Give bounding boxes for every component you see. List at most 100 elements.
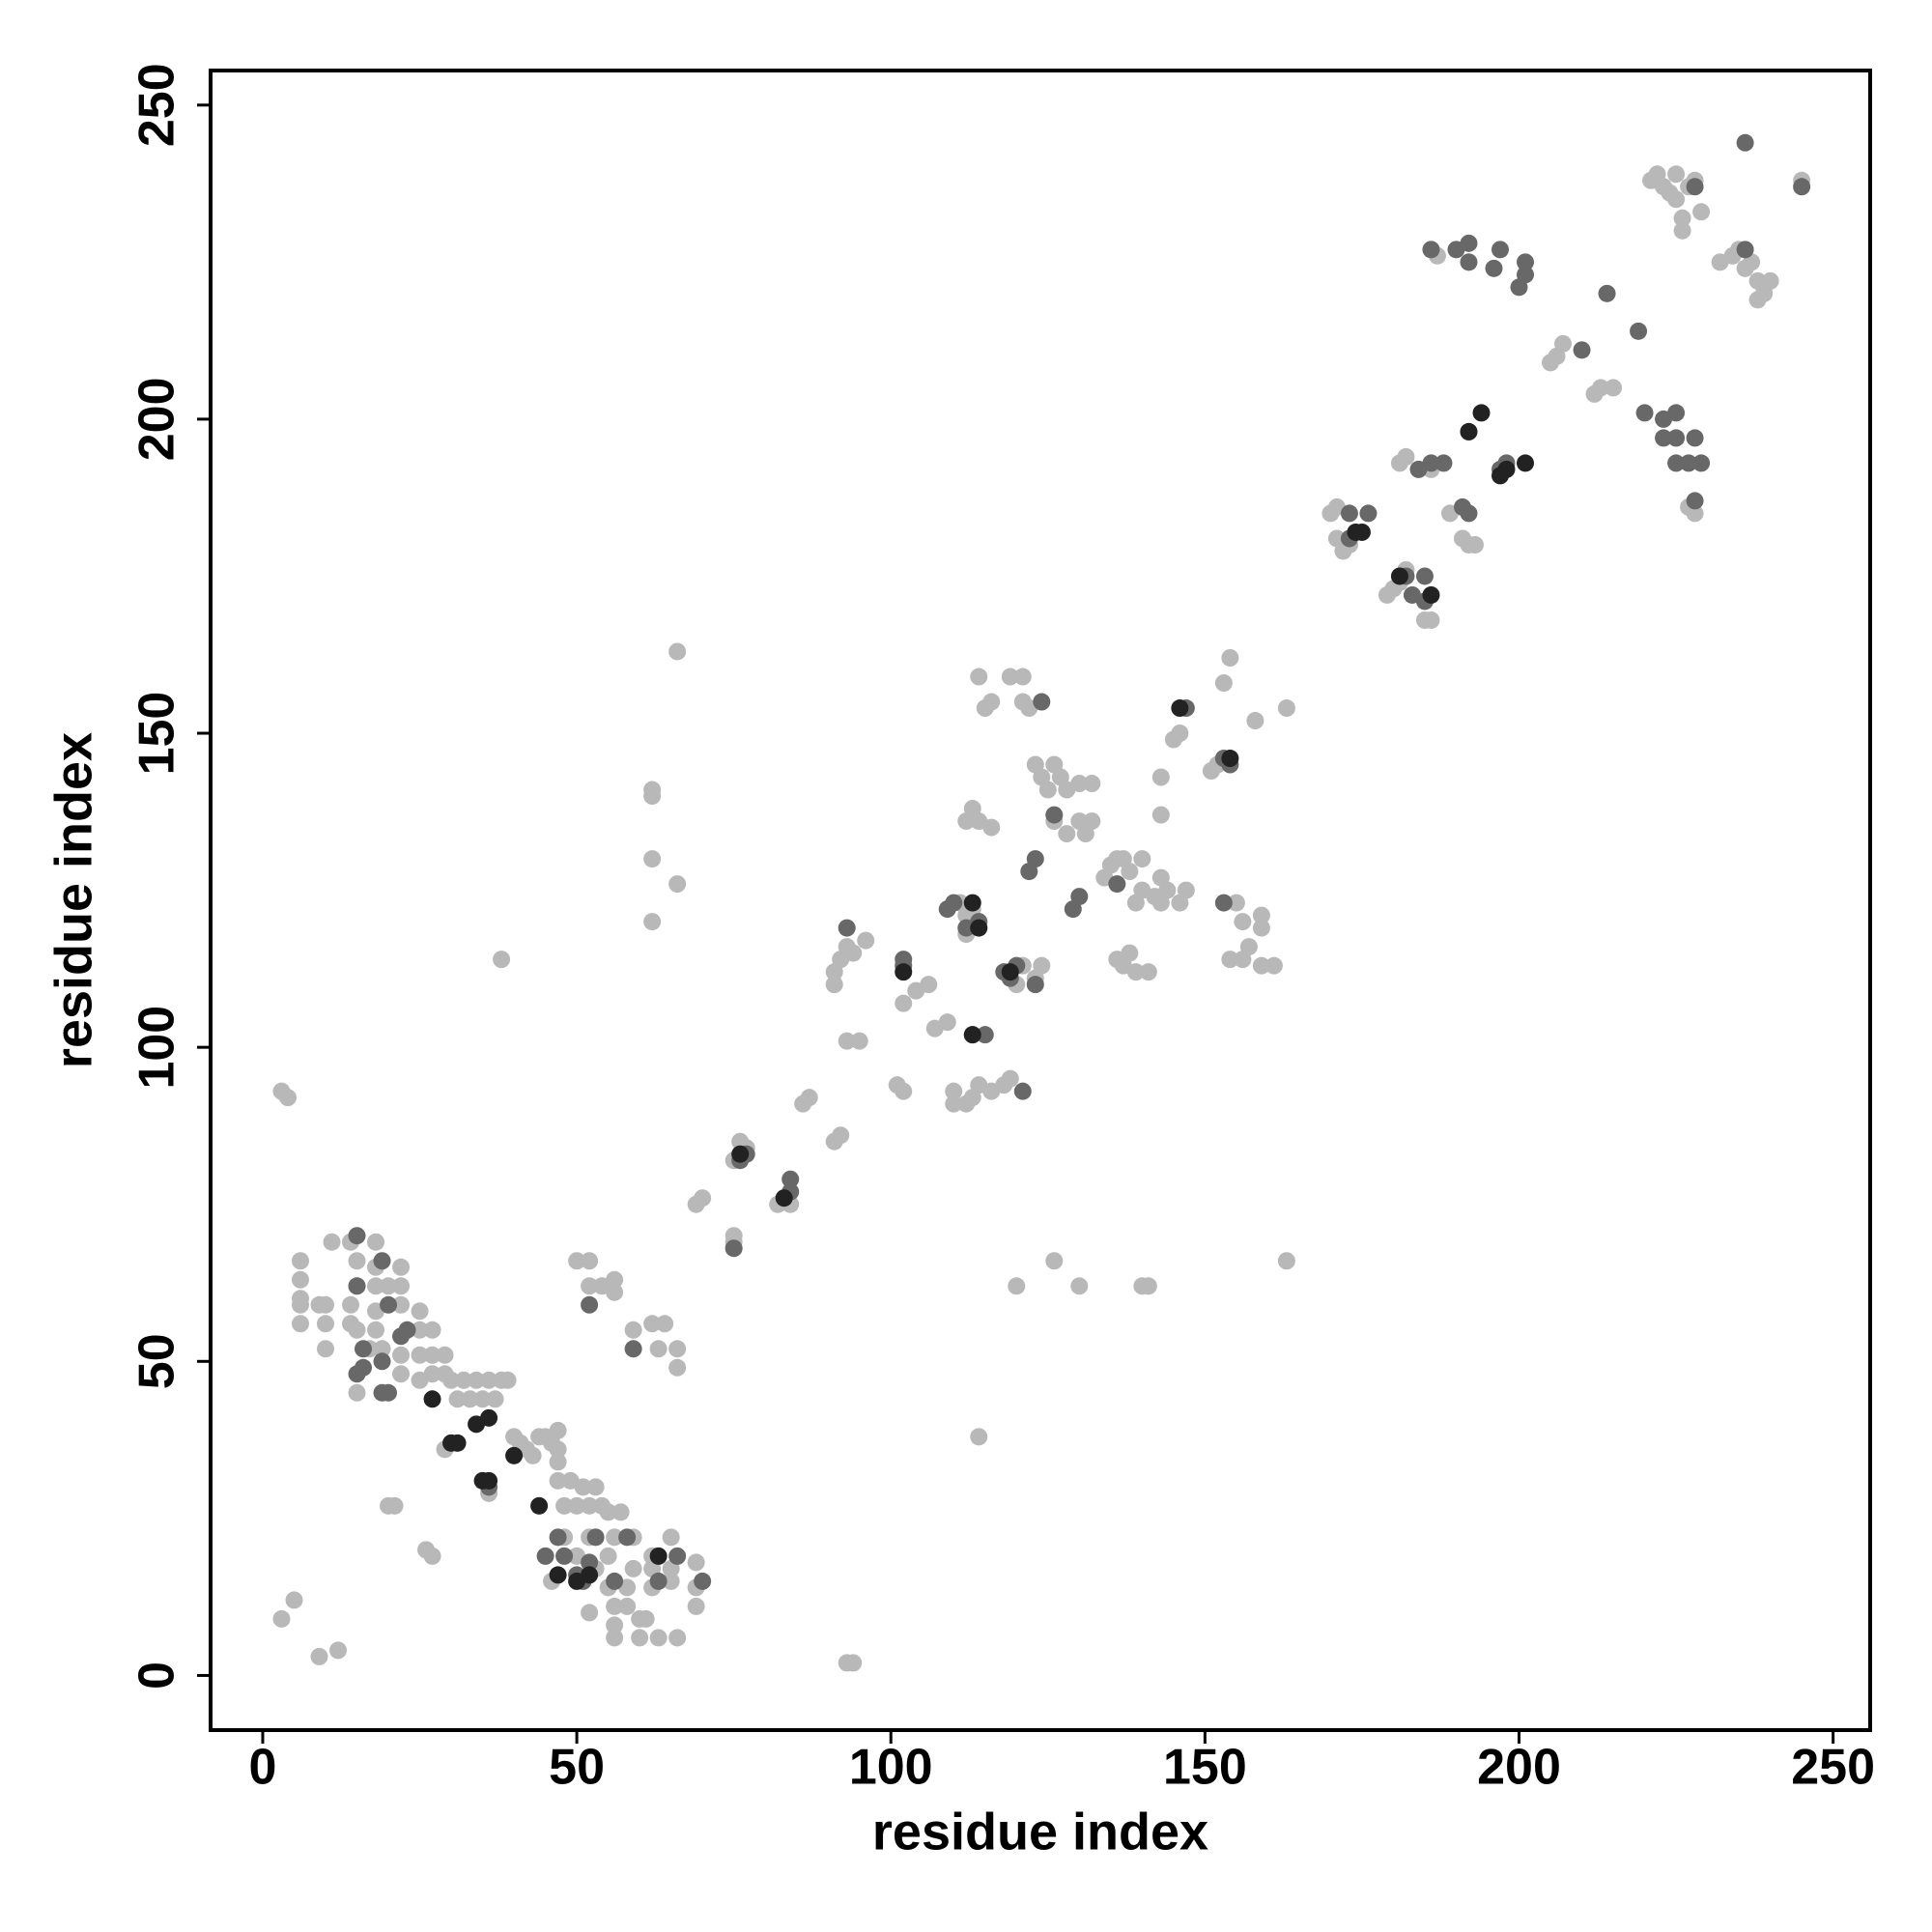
point	[1001, 1069, 1019, 1088]
point	[1277, 699, 1295, 718]
point	[1472, 404, 1491, 422]
point	[606, 1283, 624, 1301]
y-tick-label: 150	[129, 692, 185, 776]
point	[1033, 693, 1051, 711]
point	[555, 1547, 574, 1565]
point	[724, 1239, 743, 1258]
point	[662, 1528, 680, 1547]
point	[1686, 429, 1704, 447]
point	[643, 850, 662, 868]
point	[1151, 868, 1170, 887]
point	[1352, 523, 1371, 541]
point	[618, 1597, 637, 1615]
point	[473, 1390, 492, 1408]
point	[668, 1547, 687, 1565]
point	[380, 1295, 398, 1314]
point	[976, 1026, 994, 1044]
point	[348, 1252, 366, 1270]
point	[1655, 429, 1673, 447]
point	[586, 1478, 605, 1496]
point	[945, 1082, 963, 1100]
point	[316, 1340, 334, 1358]
point	[643, 787, 662, 806]
point	[367, 1233, 385, 1251]
point	[423, 1346, 441, 1364]
point	[1397, 447, 1415, 466]
point	[1234, 951, 1252, 969]
point	[606, 1572, 624, 1590]
point	[316, 1295, 334, 1314]
point	[1573, 341, 1591, 359]
point	[643, 1315, 662, 1333]
point	[1409, 460, 1428, 478]
point	[649, 1340, 668, 1358]
point	[1673, 209, 1691, 227]
point	[316, 1315, 334, 1333]
point	[1033, 956, 1051, 975]
point	[1491, 241, 1509, 259]
point	[1214, 674, 1233, 693]
point	[581, 1295, 599, 1314]
point	[1340, 504, 1358, 523]
point	[398, 1321, 416, 1339]
point	[367, 1277, 385, 1295]
point	[1460, 504, 1478, 523]
point	[549, 1421, 567, 1439]
point	[1221, 750, 1239, 768]
point	[643, 913, 662, 931]
point	[1755, 284, 1774, 302]
point	[342, 1295, 360, 1314]
point	[1592, 379, 1610, 397]
point	[291, 1270, 309, 1289]
point	[442, 1371, 461, 1389]
point	[1517, 253, 1535, 271]
point	[724, 1227, 743, 1245]
point	[423, 1547, 441, 1565]
point	[1667, 190, 1686, 209]
point	[586, 1528, 605, 1547]
point	[838, 1032, 856, 1050]
point	[1252, 919, 1270, 937]
point	[1045, 1252, 1064, 1270]
y-tick-label: 0	[129, 1662, 185, 1690]
point	[355, 1358, 373, 1377]
point	[480, 1471, 498, 1490]
point	[423, 1321, 441, 1339]
point	[423, 1365, 441, 1383]
point	[1227, 894, 1245, 912]
point	[1008, 1277, 1026, 1295]
x-axis-title: residue index	[872, 1803, 1208, 1861]
x-tick-label: 100	[849, 1740, 933, 1796]
point	[373, 1352, 391, 1371]
point	[272, 1609, 291, 1628]
point	[373, 1252, 391, 1270]
point	[1126, 963, 1145, 981]
point	[392, 1258, 411, 1276]
point	[1151, 806, 1170, 824]
point	[291, 1315, 309, 1333]
point	[549, 1440, 567, 1459]
point	[662, 1572, 680, 1590]
point	[1605, 379, 1623, 397]
point	[1083, 775, 1101, 793]
point	[825, 976, 843, 994]
point	[524, 1446, 542, 1464]
point	[348, 1227, 366, 1245]
point	[291, 1252, 309, 1270]
point	[970, 1428, 988, 1446]
point	[1510, 278, 1528, 297]
point	[367, 1321, 385, 1339]
point	[392, 1346, 411, 1364]
point	[895, 1082, 913, 1100]
point	[574, 1478, 592, 1496]
point	[1686, 178, 1704, 196]
point	[1667, 454, 1686, 472]
point	[731, 1145, 750, 1163]
point	[1139, 963, 1157, 981]
point	[411, 1302, 429, 1321]
point	[606, 1616, 624, 1634]
point	[348, 1383, 366, 1402]
point	[1359, 504, 1378, 523]
point	[468, 1371, 486, 1389]
point	[1460, 234, 1478, 252]
